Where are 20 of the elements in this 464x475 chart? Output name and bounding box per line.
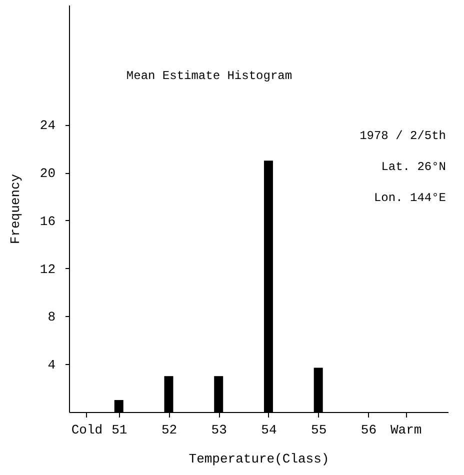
y-axis-title: Frequency — [8, 174, 23, 244]
x-tick-label: Cold — [71, 422, 103, 438]
x-tick-label: Warm — [390, 422, 422, 438]
x-tick-label: 52 — [161, 422, 178, 438]
y-tick-label: 4 — [48, 358, 56, 373]
annotation: Lat. 26°N — [381, 160, 446, 174]
x-tick-label: 55 — [311, 422, 327, 438]
x-tick-label: 51 — [112, 422, 128, 438]
annotation: Lon. 144°E — [374, 191, 446, 205]
y-tick-label: 24 — [40, 118, 56, 134]
x-tick-label: 56 — [360, 422, 377, 438]
text: Mean Estimate Histogram — [126, 69, 292, 83]
x-tick-label: 54 — [261, 422, 277, 438]
x-tick-label: 53 — [211, 422, 227, 438]
y-tick-label: 16 — [40, 214, 56, 229]
y-tick-label: 8 — [48, 310, 56, 325]
annotation: 1978 / 2/5th — [360, 129, 446, 143]
x-axis-title: Temperature(Class) — [188, 452, 330, 466]
y-tick-label: 12 — [40, 262, 56, 277]
y-tick-label: 20 — [40, 166, 56, 182]
